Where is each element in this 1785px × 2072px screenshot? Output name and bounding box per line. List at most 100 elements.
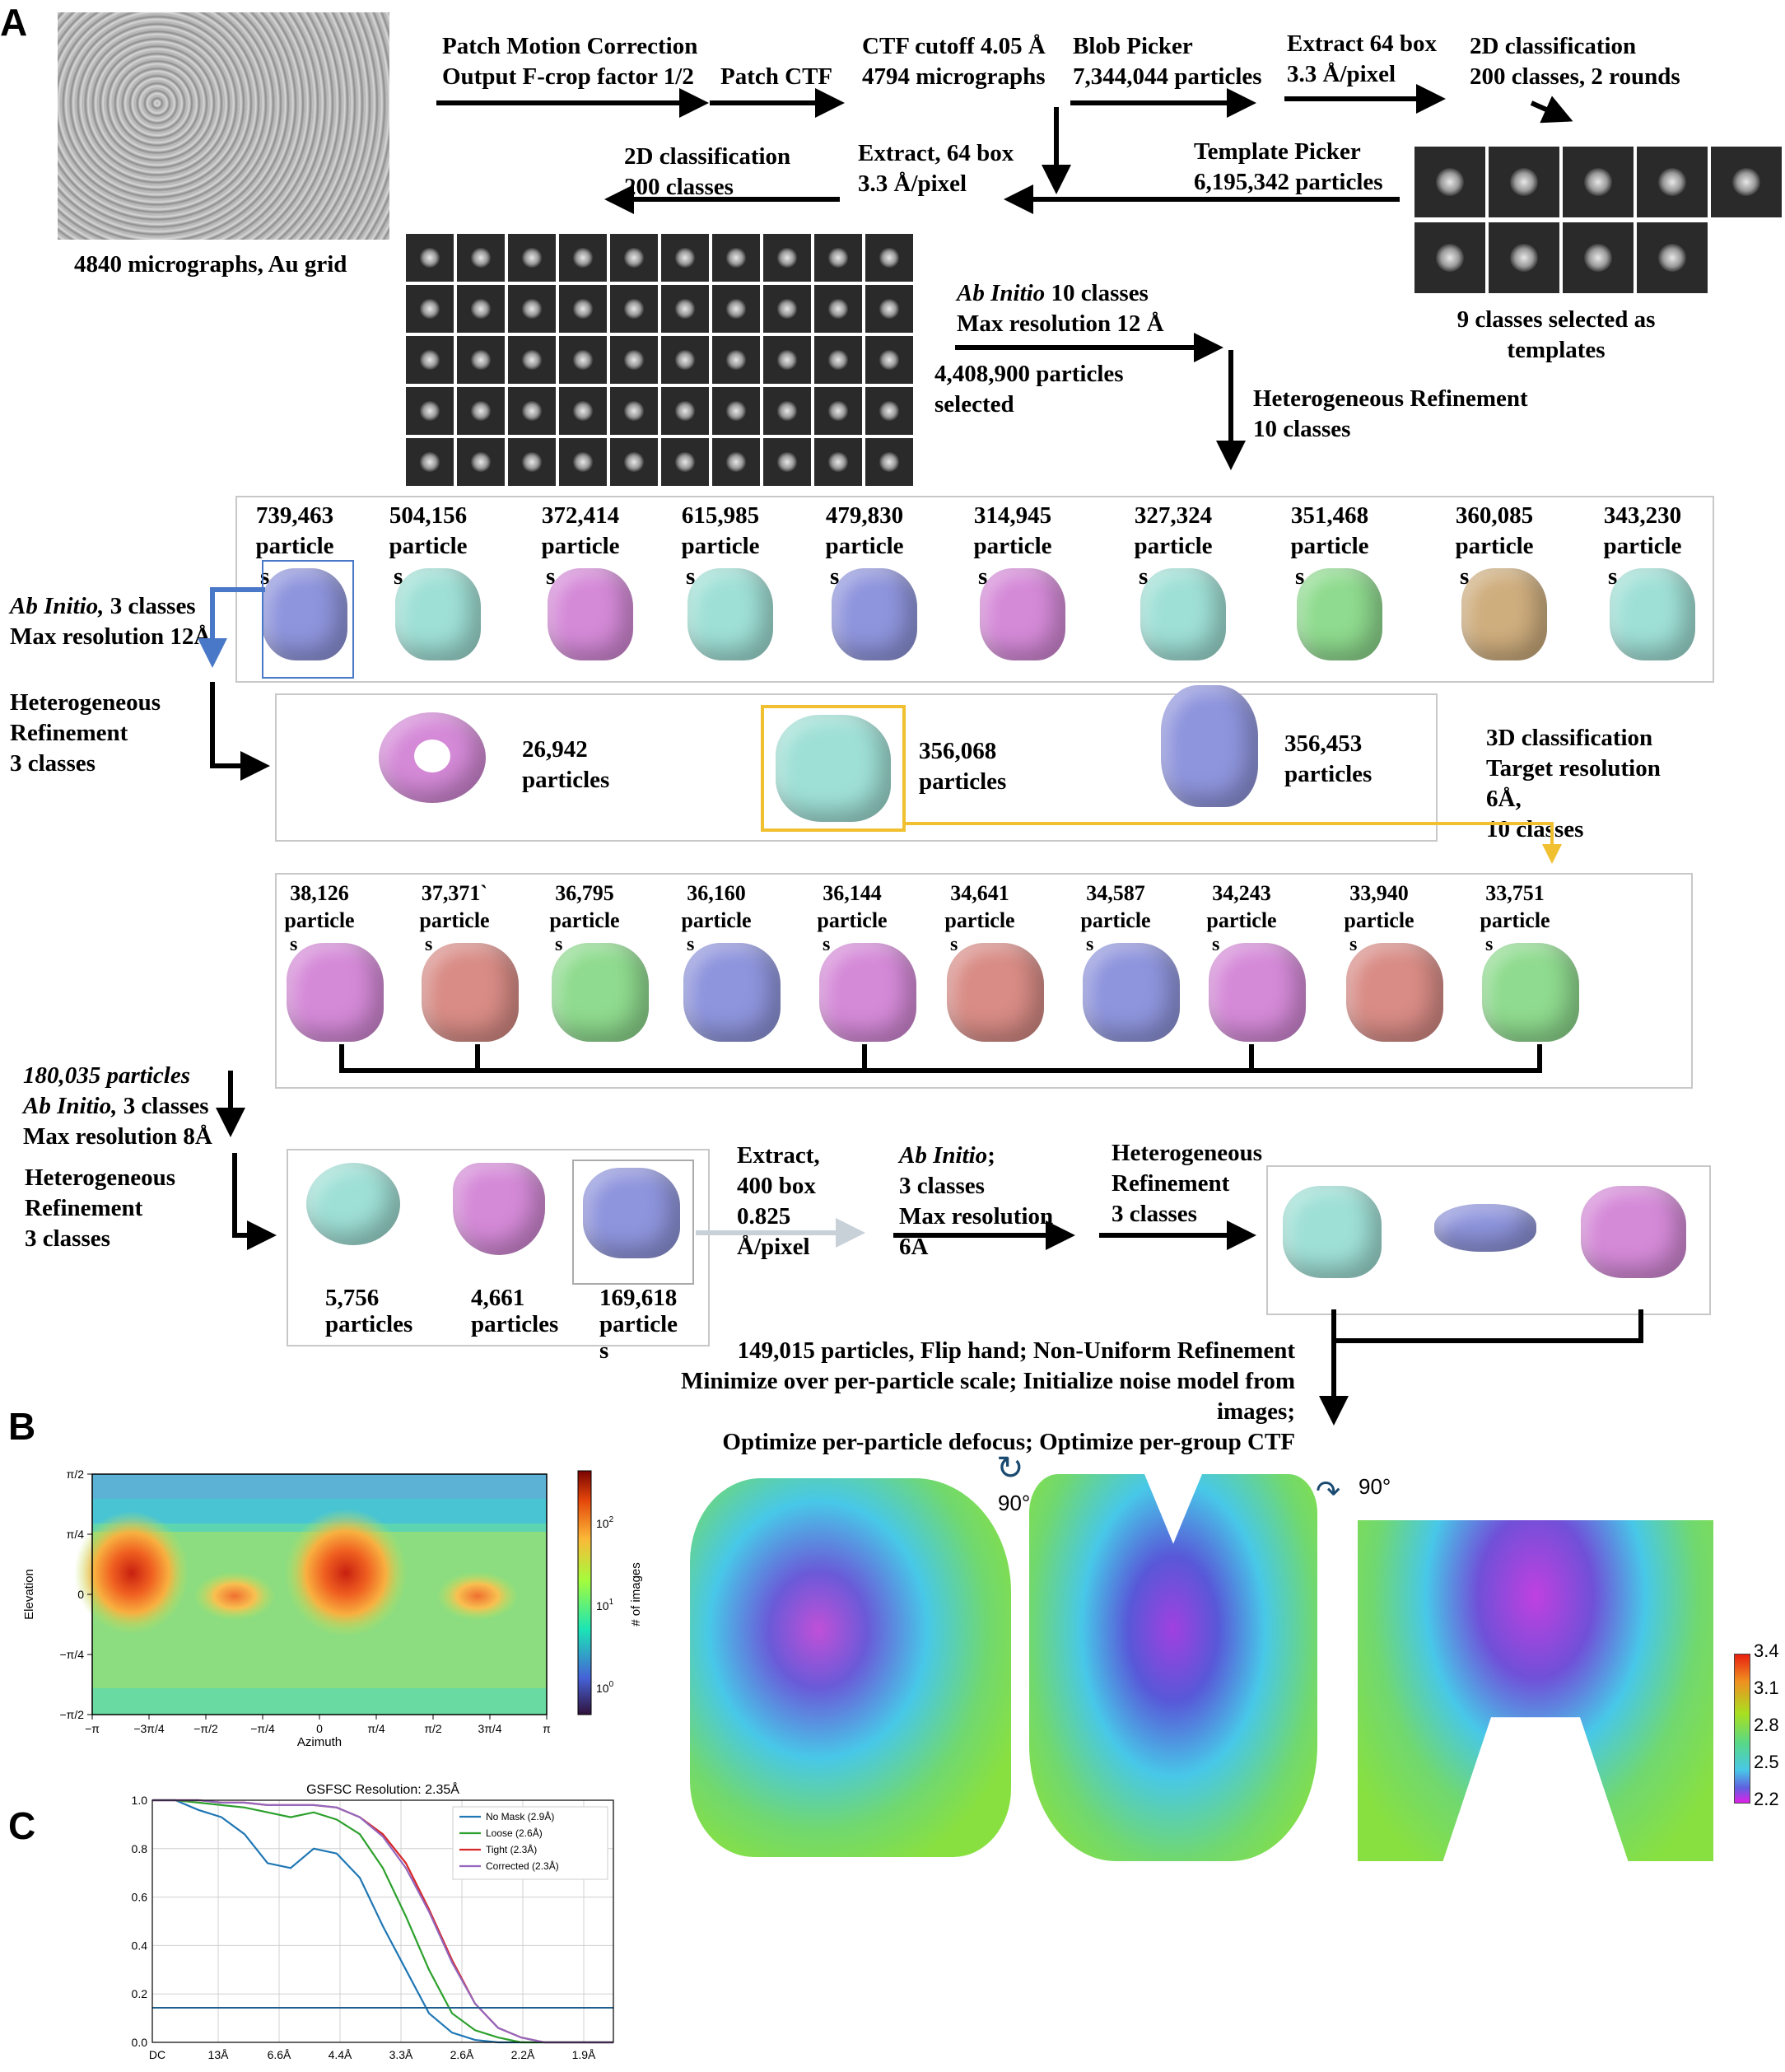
colorbar — [577, 1470, 592, 1715]
extract3-line4: Å/pixel — [737, 1234, 810, 1260]
row1-s: s — [260, 563, 270, 590]
row1-map — [1461, 568, 1547, 660]
row1-s: s — [686, 563, 696, 590]
step3-line1: CTF cutoff 4.05 Å — [862, 33, 1046, 59]
row5-map-1 — [1283, 1186, 1382, 1278]
template-class — [1414, 147, 1485, 217]
row3-count: 34,587 — [1086, 881, 1145, 905]
class2d-2-line1: 2D classification — [624, 143, 791, 170]
x-tick-label: 1.9Å — [572, 2048, 596, 2061]
chart-title: GSFSC Resolution: 2.35Å — [306, 1781, 459, 1797]
row4-count-2: 4,661 — [471, 1285, 525, 1311]
row3-count: 38,126 — [290, 881, 349, 905]
resolution-scale-tick: 2.5 — [1754, 1752, 1779, 1772]
class2d-average — [763, 234, 811, 282]
step1-line1: Patch Motion Correction — [442, 33, 698, 59]
abinitio3-line3: Max resolution 8Å — [23, 1123, 212, 1150]
panel-label-a: A — [0, 1, 28, 44]
row3-count: 34,641 — [950, 881, 1009, 905]
arrow — [1530, 96, 1573, 124]
row5-box — [1266, 1165, 1711, 1315]
class2d-average — [559, 387, 607, 435]
class2d-average — [457, 336, 505, 384]
row1-s: s — [394, 563, 403, 590]
abinitio4-line3: Max resolution — [899, 1203, 1054, 1230]
x-tick-label: 3.3Å — [389, 2048, 413, 2061]
class3d-line1: 3D classification — [1486, 725, 1653, 751]
chart-frame — [151, 1799, 614, 2043]
y-ticks: π/2 π/4 0 −π/4 −π/2 — [59, 1468, 92, 1721]
row3-map — [552, 943, 649, 1042]
row1-map — [980, 568, 1065, 660]
row2-map-3 — [1161, 685, 1258, 807]
row3-particle: particle — [681, 908, 752, 932]
class2d-average — [814, 336, 862, 384]
class2d-2-line2: 200 classes — [624, 174, 734, 200]
class2d-average — [712, 234, 760, 282]
x-tick-label: 3π/4 — [478, 1722, 501, 1735]
y-axis-label: Elevation — [22, 1569, 36, 1620]
resmap-view-1 — [690, 1478, 1011, 1857]
final-line4: Optimize per-particle defocus; Optimize … — [722, 1429, 1295, 1455]
row4-selected-highlight — [572, 1160, 694, 1285]
resolution-scale-tick: 2.2 — [1754, 1789, 1779, 1809]
class2d-average — [610, 285, 658, 333]
class2d-average — [457, 285, 505, 333]
row1-particle: particle — [681, 533, 760, 559]
row1-count: 504,156 — [389, 502, 468, 529]
x-tick-label: 0 — [316, 1722, 323, 1735]
row1-s: s — [1295, 563, 1305, 590]
row1-count: 314,945 — [973, 502, 1052, 529]
abinitio3-line2: Ab Initio, 3 classes — [23, 1091, 209, 1122]
y-tick-label: π/4 — [67, 1528, 85, 1541]
rotate-arrow-icon: ↷ — [1316, 1474, 1341, 1508]
class2d-average — [457, 438, 505, 486]
row3-count: 36,144 — [823, 881, 882, 905]
extract3-line1: Extract, — [737, 1142, 820, 1169]
micrograph-caption: 4840 micrographs, Au grid — [74, 251, 347, 278]
x-axis-label: Azimuth — [297, 1735, 342, 1749]
row1-count: 372,414 — [541, 502, 620, 529]
class2d-average — [763, 336, 811, 384]
abinitio1-line1: Ab Initio 10 classes — [957, 278, 1149, 309]
row1-particle: particle — [1603, 533, 1682, 559]
legend-entry: Loose (2.6Å) — [486, 1827, 543, 1839]
extract2-line2: 3.3 Å/pixel — [858, 170, 967, 197]
template-class — [1563, 147, 1634, 217]
step4-line1: Blob Picker — [1073, 33, 1193, 59]
row3-s: s — [1086, 934, 1094, 955]
row1-map — [832, 568, 917, 660]
class2d-average — [406, 387, 454, 435]
class2d-average — [508, 438, 556, 486]
abinitio4-italic: Ab Initio — [899, 1142, 988, 1169]
class2d-average — [865, 438, 913, 486]
y-tick-label: π/2 — [67, 1468, 85, 1481]
resolution-scale-tick: 2.8 — [1754, 1715, 1779, 1735]
class2d-average — [610, 234, 658, 282]
class2d-average — [508, 285, 556, 333]
final-line2: Minimize over per-particle scale; Initia… — [680, 1368, 1295, 1394]
x-tick-label: 2.6Å — [450, 2048, 474, 2061]
hetero3-line3: 3 classes — [25, 1225, 110, 1252]
resolution-scale-tick: 3.4 — [1754, 1640, 1779, 1661]
row2-label-1: particles — [522, 767, 610, 793]
flow-arrows — [198, 84, 1643, 1426]
colorbar-tick-base: 10 — [596, 1517, 609, 1530]
row2-box — [275, 693, 1438, 842]
row3-particle: particle — [1080, 908, 1151, 932]
abinitio2-classes: 3 classes — [104, 593, 196, 619]
class2d-average — [559, 336, 607, 384]
row1-particle: particle — [825, 533, 904, 559]
row4-box — [287, 1149, 710, 1346]
class2d-average — [661, 438, 709, 486]
row1-count: 351,468 — [1290, 502, 1369, 529]
class3d-line2: Target resolution — [1486, 755, 1661, 782]
class2d-grid — [406, 234, 918, 488]
template-class — [1563, 222, 1634, 293]
class2d-average — [814, 387, 862, 435]
x-tick-label: π/2 — [424, 1722, 442, 1735]
class3d-line4: 10 classes — [1486, 816, 1584, 842]
hetero2-line3: 3 classes — [10, 750, 96, 777]
resolution-scale-bar — [1734, 1654, 1750, 1804]
row1-s: s — [830, 563, 840, 590]
